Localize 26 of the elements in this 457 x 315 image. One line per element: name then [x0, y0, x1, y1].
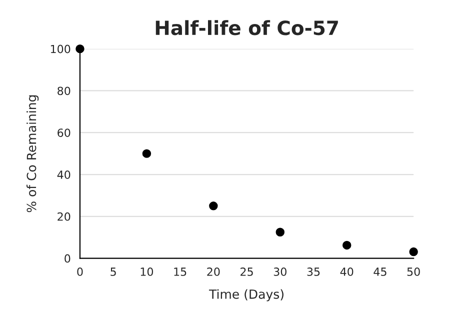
y-tick-label: 40: [57, 170, 70, 179]
x-tick-label: 45: [374, 268, 386, 276]
x-tick-label: 40: [340, 268, 354, 276]
x-tick-label: 30: [274, 268, 286, 276]
point: [76, 44, 84, 54]
x-tick-label: 35: [307, 268, 320, 276]
x-tick-label: 0: [77, 268, 83, 276]
chart-title: Half-life of Co-57: [156, 20, 338, 36]
x-tick-label: 20: [207, 268, 220, 276]
x-tick-label: 10: [140, 268, 154, 276]
y-tick-label: 20: [58, 212, 70, 221]
x-tick-label: 25: [240, 268, 253, 276]
y-tick-label: 60: [58, 128, 70, 137]
x-tick-label: 15: [174, 268, 186, 276]
point: [209, 202, 218, 210]
point: [342, 240, 352, 250]
point: [409, 247, 418, 256]
y-tick-label: 80: [58, 86, 70, 96]
x-tick-label: 50: [407, 268, 420, 276]
y-tick-label: 100: [50, 44, 70, 54]
point: [142, 149, 152, 158]
y-axis-title: % of Co Remaining: [26, 95, 39, 212]
y-tick-label: 0: [64, 254, 70, 263]
x-axis-title: Time (Days): [208, 289, 284, 302]
point: [276, 228, 285, 236]
x-tick-label: 5: [110, 268, 116, 276]
